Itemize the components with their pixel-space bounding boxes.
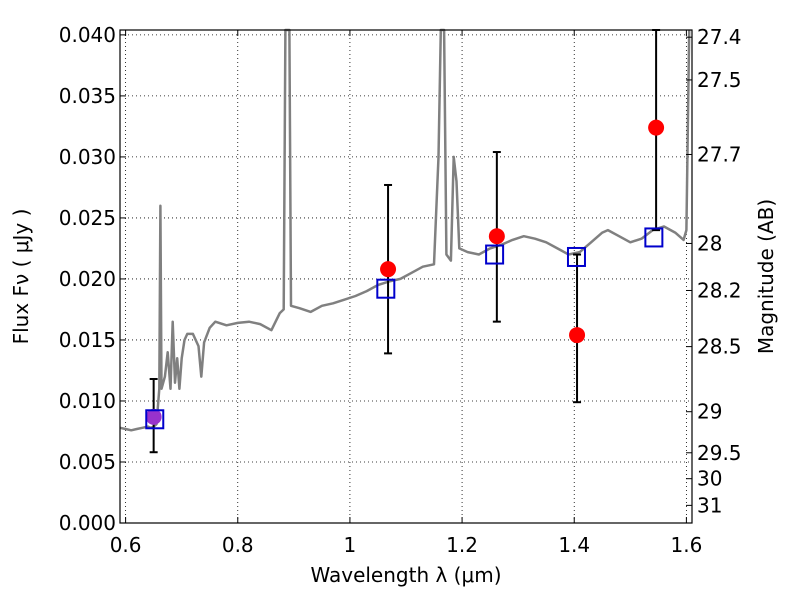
observed-point	[569, 327, 586, 344]
error-bars-layer	[149, 29, 661, 454]
y-tick-label: 0.025	[59, 206, 116, 230]
y-axis-label: Flux Fν ( μJy )	[9, 209, 33, 345]
y-tick-label: 0.020	[59, 267, 116, 291]
observed-point	[648, 119, 665, 136]
y-tick-label: 0.030	[59, 145, 116, 169]
grid-lines	[120, 30, 692, 523]
y-axis-right-label: Magnitude (AB)	[754, 199, 778, 354]
model-photometry-box	[376, 278, 396, 299]
y-tick-label: 0.015	[59, 328, 116, 352]
x-tick-label: 1.4	[558, 533, 590, 557]
ticks-layer	[120, 30, 692, 524]
model-photometry-box	[566, 246, 586, 267]
mag-tick-label: 28	[697, 231, 722, 255]
tick-labels-layer: 0.6 0.8 1 1.2 1.4 1.6 0.000 0.005 0.010 0.015 0.02…	[59, 23, 742, 557]
x-tick-label: 1.2	[446, 533, 478, 557]
x-tick-label: 0.6	[110, 533, 142, 557]
mag-tick-label: 31	[697, 493, 722, 517]
observed-point	[145, 408, 162, 425]
x-tick-label: 0.8	[222, 533, 254, 557]
x-tick-label: 1	[344, 533, 357, 557]
model-photometry-layer	[145, 227, 664, 430]
x-axis-label: Wavelength λ (μm)	[310, 563, 501, 587]
plot-frame	[119, 29, 693, 524]
model-sed-line	[119, 28, 691, 432]
mag-tick-label: 28.5	[697, 335, 742, 359]
model-photometry-box	[644, 227, 664, 248]
y-tick-label: 0.010	[59, 389, 116, 413]
y-tick-label: 0.040	[59, 23, 116, 47]
y-tick-label: 0.035	[59, 84, 116, 108]
x-tick-label: 1.6	[670, 533, 702, 557]
mag-tick-label: 27.7	[697, 142, 742, 166]
model-photometry-box	[145, 409, 165, 430]
mag-tick-label: 28.2	[697, 278, 742, 302]
mag-tick-label: 30	[697, 467, 722, 491]
model-photometry-box	[485, 244, 505, 265]
mag-tick-label: 27.5	[697, 68, 742, 92]
y-tick-label: 0.005	[59, 450, 116, 474]
mag-tick-label: 29.5	[697, 441, 742, 465]
mag-tick-label: 29	[697, 400, 722, 424]
mag-tick-label: 27.4	[697, 25, 742, 49]
model-sed-layer	[119, 28, 691, 432]
observed-point	[488, 228, 505, 245]
observed-points-layer	[145, 119, 665, 425]
y-tick-label: 0.000	[59, 511, 116, 535]
observed-point	[380, 261, 397, 278]
